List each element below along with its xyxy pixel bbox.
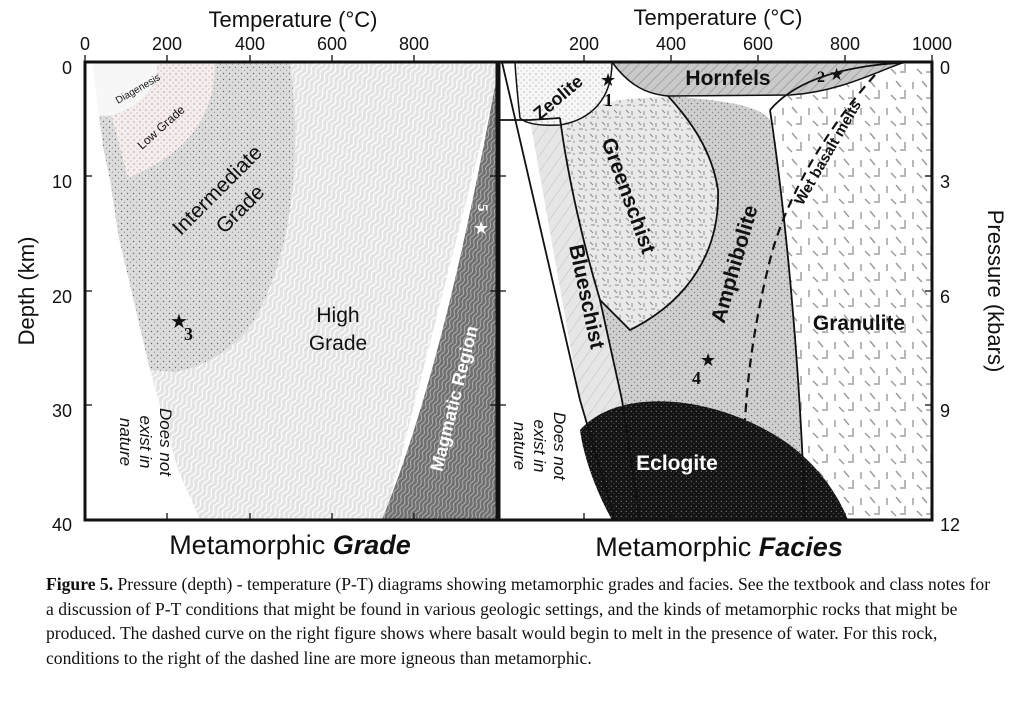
left-temp-tick-labels: 0 200 400 600 800	[80, 34, 429, 54]
star-4-number: 4	[692, 368, 701, 388]
tick-label: 600	[317, 34, 347, 54]
facies-panel	[499, 62, 932, 520]
tick-label: 800	[830, 34, 860, 54]
tick-label: 200	[569, 34, 599, 54]
facies-panel-title: Metamorphic Facies	[595, 532, 843, 562]
tick-label: 0	[940, 58, 950, 78]
title-plain: Metamorphic	[169, 530, 333, 560]
star-1-number: 1	[604, 90, 613, 110]
granulite-region	[770, 62, 932, 520]
depth-title: Depth (km)	[14, 237, 39, 346]
tick-label: 30	[52, 401, 72, 421]
grade-panel-title: Metamorphic Grade	[169, 530, 411, 560]
hornfels-label: Hornfels	[685, 67, 770, 90]
right-tick-marks	[499, 55, 933, 520]
star-3-number: 3	[184, 324, 193, 344]
figure-caption: Figure 5. Pressure (depth) - temperature…	[46, 572, 991, 670]
tick-label: 600	[743, 34, 773, 54]
tick-label: 0	[80, 34, 90, 54]
temperature-title-left: Temperature (°C)	[209, 7, 378, 32]
depth-tick-labels: 0 10 20 30 40	[52, 58, 72, 535]
not-exist-line2: exist in	[530, 420, 549, 473]
tick-label: 20	[52, 287, 72, 307]
star-icon: ★	[600, 70, 616, 91]
tick-label: 12	[940, 515, 960, 535]
magmatic-region	[382, 75, 497, 520]
not-exist-label-right: Does not exist in nature	[510, 412, 569, 481]
tick-label: 0	[62, 58, 72, 78]
tick-label: 400	[235, 34, 265, 54]
no-exist-region	[85, 62, 200, 520]
tick-label: 10	[52, 172, 72, 192]
not-exist-line1: Does not	[156, 408, 175, 477]
not-exist-line3: nature	[510, 422, 529, 470]
star-icon: ★	[170, 309, 188, 333]
tick-label: 40	[52, 515, 72, 535]
right-temp-tick-labels: 200 400 600 800 1000	[569, 34, 952, 54]
wet-basalt-melt-curve	[743, 74, 876, 421]
pressure-title: Pressure (kbars)	[983, 210, 1008, 373]
tick-label: 800	[399, 34, 429, 54]
title-bold: Facies	[759, 532, 843, 562]
tick-label: 400	[656, 34, 686, 54]
tick-label: 3	[940, 172, 950, 192]
not-exist-line1: Does not	[550, 412, 569, 481]
hornfels-region	[611, 62, 906, 97]
high-grade-label-line2: Grade	[309, 332, 367, 355]
star-5-number: 5	[474, 204, 490, 212]
greenschist-region	[560, 96, 719, 330]
zeolite-region	[514, 62, 613, 126]
tick-label: 200	[152, 34, 182, 54]
granulite-label: Granulite	[813, 312, 905, 335]
pressure-tick-labels: 0 3 6 9 12	[940, 58, 960, 535]
star-icon: ★	[473, 218, 489, 239]
temperature-title-right: Temperature (°C)	[634, 5, 803, 30]
tick-label: 6	[940, 287, 950, 307]
grade-panel	[85, 62, 497, 520]
diagenesis-region	[85, 62, 159, 117]
not-exist-line2: exist in	[136, 416, 155, 469]
star-icon: ★	[700, 350, 716, 371]
star-icon: ★	[829, 65, 844, 85]
tick-label: 1000	[912, 34, 952, 54]
eclogite-region	[580, 401, 848, 520]
title-plain: Metamorphic	[595, 532, 759, 562]
title-bold: Grade	[333, 530, 411, 560]
not-exist-label-left: Does not exist in nature	[116, 408, 175, 477]
not-exist-line3: nature	[116, 418, 135, 466]
high-grade-label-line1: High	[316, 304, 359, 327]
left-tick-marks	[84, 55, 497, 520]
eclogite-label: Eclogite	[636, 452, 718, 475]
star-2-number: 2	[817, 69, 825, 86]
caption-text: Pressure (depth) - temperature (P-T) dia…	[46, 574, 991, 668]
pt-diagram-figure: Temperature (°C) Temperature (°C) 0 200 …	[14, 5, 1008, 562]
tick-label: 9	[940, 401, 950, 421]
caption-label: Figure 5.	[46, 574, 114, 594]
